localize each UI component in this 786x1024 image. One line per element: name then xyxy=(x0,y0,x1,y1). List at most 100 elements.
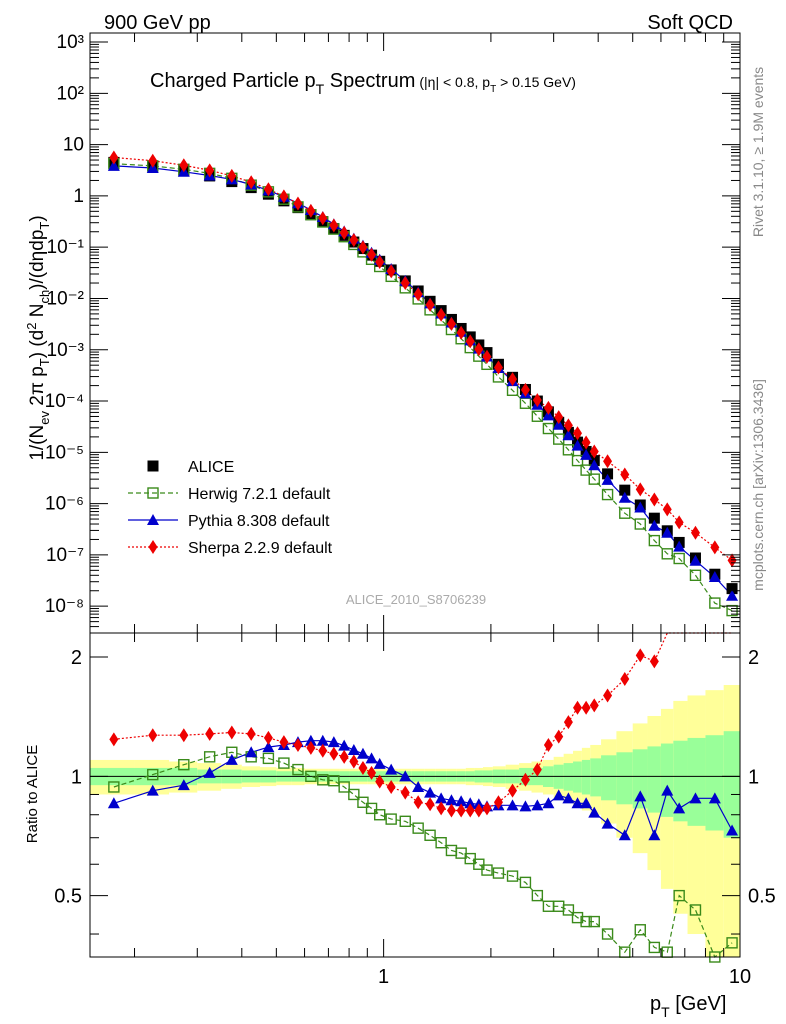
sherpa-ratio-point xyxy=(386,779,396,794)
herwig-ratio-point xyxy=(147,768,159,781)
pythia-ratio-point xyxy=(726,824,739,836)
sherpa-point xyxy=(456,325,466,340)
sherpa-ratio-point xyxy=(293,737,303,752)
y-tick-label: 10⁻⁷ xyxy=(46,545,84,566)
sherpa-ratio-point xyxy=(635,648,645,663)
herwig-ratio-point xyxy=(108,781,120,793)
sherpa-point xyxy=(563,418,573,433)
herwig-ratio-point xyxy=(262,752,275,765)
pythia-ratio-point xyxy=(412,780,425,792)
herwig-point xyxy=(673,552,685,565)
band-inner-bin xyxy=(616,752,633,805)
herwig-point xyxy=(634,518,646,530)
band-inner-bin xyxy=(573,761,582,793)
herwig-ratio-point xyxy=(492,867,505,879)
sherpa-ratio-point xyxy=(554,729,564,744)
herwig-ratio-point xyxy=(571,911,584,924)
pythia-ratio-point xyxy=(316,734,329,746)
herwig-ratio-point xyxy=(531,889,544,902)
legend-label: Sherpa 2.2.9 default xyxy=(188,540,333,557)
herwig-ratio-point xyxy=(601,928,614,940)
y-tick-label: 10⁻² xyxy=(47,288,85,309)
axis-ticks: 10⁻⁸10⁻⁷10⁻⁶10⁻⁵10⁻⁴10⁻³10⁻²10⁻¹11010²10… xyxy=(45,32,776,988)
sherpa-ratio-point xyxy=(482,801,492,816)
sherpa-point xyxy=(329,218,339,233)
pythia-point xyxy=(648,519,661,531)
herwig-ratio-point xyxy=(292,763,304,776)
pythia-ratio-point xyxy=(146,784,159,796)
pythia-point xyxy=(618,491,631,503)
sherpa-point xyxy=(318,211,328,226)
pythia-ratio-point xyxy=(327,736,340,748)
sherpa-ratio-point xyxy=(339,749,349,764)
alice-point xyxy=(726,583,738,595)
sherpa-ratio-point xyxy=(649,654,659,669)
pythia-ratio-point xyxy=(519,800,532,812)
pythia-ratio-point xyxy=(365,752,378,764)
pythia-ratio-point xyxy=(618,829,631,841)
pythia-ratio-point xyxy=(552,789,565,801)
herwig-ratio-point xyxy=(348,788,360,801)
sherpa-ratio-point xyxy=(318,743,328,758)
ratio-y-tick-label: 1 xyxy=(71,766,82,788)
sherpa-point xyxy=(306,203,316,218)
pythia-ratio-point xyxy=(531,799,544,811)
herwig-ratio-point xyxy=(278,757,290,769)
rivet-version-label: Rivet 3.1.10, ≥ 1.9M events xyxy=(750,67,766,237)
y-tick-label: 10⁻³ xyxy=(47,340,85,361)
pythia-ratio-point xyxy=(225,753,238,765)
y-tick-label: 10⁻¹ xyxy=(47,237,85,258)
sherpa-ratio-point xyxy=(279,735,289,750)
svg-text:1/(Nev 2π pT) (d2 Nch)/(dηdpT): 1/(Nev 2π pT) (d2 Nch)/(dηdpT) xyxy=(24,215,52,460)
ratio-line-sherpa xyxy=(113,632,733,812)
herwig-ratio-point xyxy=(365,802,378,815)
plot-frames xyxy=(89,32,741,958)
sherpa-ratio-point xyxy=(446,803,456,818)
legend: ALICE Herwig 7.2.1 default Pythia 8.308 de… xyxy=(128,459,333,557)
pythia-ratio-point xyxy=(399,770,412,782)
sherpa-ratio-point xyxy=(508,783,518,798)
sherpa-point xyxy=(358,240,368,255)
y-tick-label: 10⁻⁸ xyxy=(45,596,84,617)
herwig-ratio-point xyxy=(473,858,485,870)
sherpa-ratio-point xyxy=(603,688,613,703)
sherpa-point xyxy=(649,492,659,507)
sherpa-point xyxy=(520,382,530,397)
sherpa-ratio-point xyxy=(520,772,530,787)
herwig-ratio-point xyxy=(338,781,350,793)
pythia-point xyxy=(107,159,120,171)
sherpa-point xyxy=(413,287,423,302)
y-tick-label: 10⁻⁵ xyxy=(45,442,84,463)
herwig-ratio-point xyxy=(588,915,600,928)
band-inner-bin xyxy=(601,755,617,801)
herwig-ratio-point xyxy=(357,796,369,808)
sherpa-point xyxy=(465,334,475,349)
pythia-ratio-point xyxy=(262,741,275,753)
pythia-point xyxy=(601,473,614,485)
sherpa-point xyxy=(620,467,630,482)
y-tick-label: 10 xyxy=(63,135,84,156)
herwig-ratio-point xyxy=(374,809,386,821)
sherpa-point xyxy=(482,349,492,364)
pythia-point xyxy=(571,439,584,451)
band-inner-bin xyxy=(673,740,688,822)
x-tick-label: 1 xyxy=(378,966,389,988)
sherpa-ratio-point xyxy=(436,801,446,816)
pythia-ratio-point xyxy=(634,790,647,802)
sherpa-point xyxy=(400,276,410,291)
sherpa-ratio-point xyxy=(263,730,273,745)
svg-text:pT [GeV]: pT [GeV] xyxy=(650,993,726,1020)
y-tick-label: 1 xyxy=(73,186,84,207)
pythia-ratio-point xyxy=(689,792,702,804)
sherpa-point xyxy=(227,168,237,183)
chart-marks xyxy=(90,150,740,963)
herwig-ratio-point xyxy=(580,915,592,928)
pythia-ratio-point xyxy=(562,792,575,804)
band-inner-bin xyxy=(723,731,740,838)
pythia-ratio-point xyxy=(648,829,661,841)
sherpa-point xyxy=(674,515,684,530)
sherpa-ratio-point xyxy=(456,803,466,818)
sherpa-point xyxy=(109,150,119,165)
herwig-ratio-point xyxy=(317,774,329,786)
legend-label: Herwig 7.2.1 default xyxy=(188,486,331,503)
